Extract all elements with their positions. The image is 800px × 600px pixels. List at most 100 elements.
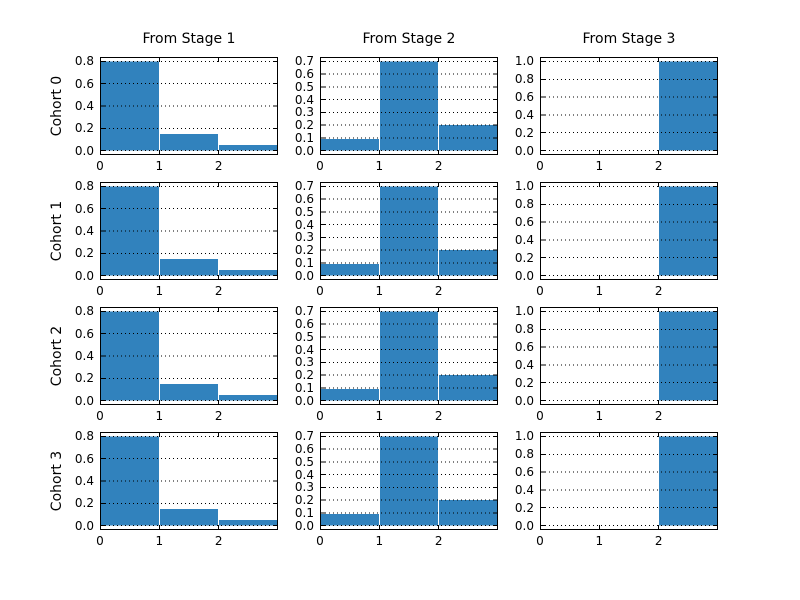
y-tick-label: 1.0 [514,179,534,194]
y-tick-label: 0.4 [74,474,94,488]
x-tick-label: 0 [536,284,544,298]
y-tick-label: 0.6 [514,340,534,355]
x-tick-label: 0 [96,534,104,548]
y-tick-label: 0.0 [74,143,94,158]
histogram-bar [439,125,498,151]
y-tick-label: 0.2 [74,246,94,261]
histogram-bar [219,269,278,276]
histogram-bar [379,436,439,526]
x-tick-label: 0 [96,159,104,173]
x-tick-label: 2 [214,534,223,548]
y-tick-label: 0.6 [514,465,534,480]
x-tick-label: 2 [654,534,663,548]
x-tick-label: 1 [375,534,384,548]
y-tick-label: 0.2 [514,500,534,515]
y-tick-label: 0.6 [74,76,94,91]
histogram-bar [159,133,219,151]
histogram-bar [379,311,439,401]
x-tick-label: 1 [155,534,164,548]
histogram-bar [159,258,219,276]
y-tick-label: 0.4 [294,92,314,107]
axes-frame [540,57,718,155]
histogram-bar [159,508,219,526]
axes-cohort-3-from-stage-3 [540,432,718,530]
y-tick-label: 0.7 [294,304,314,319]
axes-cohort-2-from-stage-1 [100,307,278,405]
y-tick-label: 0.1 [294,505,314,520]
histogram-bar [439,500,498,526]
y-tick-label: 0.8 [74,54,94,69]
x-tick-label: 2 [654,284,663,298]
axes-frame [320,432,498,530]
axes-frame [540,432,718,530]
y-tick-label: 0.5 [294,329,314,344]
y-tick-label: 0.0 [294,393,314,408]
x-tick-label: 1 [155,409,164,423]
axes-cohort-3-from-stage-2 [320,432,498,530]
axes-cohort-1-from-stage-2 [320,182,498,280]
column-title: From Stage 3 [582,31,676,47]
y-tick-label: 0.8 [74,304,94,319]
histogram-bar [659,311,718,401]
x-tick-label: 1 [155,159,164,173]
y-tick-label: 0.8 [74,429,94,444]
x-tick-label: 2 [434,534,443,548]
y-tick-label: 0.2 [514,250,534,265]
x-tick-label: 1 [155,284,164,298]
y-tick-label: 0.2 [74,496,94,511]
axes-frame [100,57,278,155]
axes-cohort-2-from-stage-3 [540,307,718,405]
y-tick-label: 0.2 [514,125,534,140]
y-tick-label: 0.4 [74,99,94,113]
axes-cohort-0-from-stage-2 [320,57,498,155]
y-tick-label: 0.2 [74,121,94,136]
y-tick-label: 0.0 [74,518,94,533]
x-tick-label: 1 [595,534,604,548]
y-tick-label: 0.0 [514,393,534,408]
y-tick-label: 0.6 [74,326,94,341]
axes-frame [100,432,278,530]
y-tick-label: 0.7 [294,54,314,69]
y-tick-label: 0.3 [294,230,314,245]
y-tick-label: 0.8 [514,322,534,337]
x-tick-label: 0 [536,409,544,423]
x-tick-label: 1 [375,159,384,173]
x-tick-label: 0 [316,534,324,548]
y-tick-label: 0.0 [514,143,534,158]
axes-cohort-0-from-stage-1 [100,57,278,155]
y-tick-label: 1.0 [514,304,534,319]
axes-frame [320,307,498,405]
column-title: From Stage 1 [142,31,236,47]
histogram-bar [659,436,718,526]
axes-frame [320,57,498,155]
histogram-bar [659,61,718,151]
y-tick-label: 0.0 [514,518,534,533]
axes-cohort-1-from-stage-1 [100,182,278,280]
x-tick-label: 2 [214,409,223,423]
y-tick-label: 0.5 [294,79,314,94]
x-tick-label: 1 [595,284,604,298]
x-tick-label: 2 [214,159,223,173]
x-tick-label: 0 [536,534,544,548]
x-tick-label: 2 [654,409,663,423]
y-tick-label: 0.4 [74,349,94,363]
y-tick-label: 0.2 [514,375,534,390]
x-tick-label: 2 [434,409,443,423]
x-tick-label: 0 [316,284,324,298]
y-tick-label: 0.4 [294,467,314,482]
y-tick-label: 1.0 [514,429,534,444]
histogram-bar [320,389,379,401]
y-tick-label: 0.0 [294,268,314,283]
y-tick-label: 0.7 [294,429,314,444]
y-tick-label: 0.0 [294,518,314,533]
x-tick-label: 2 [214,284,223,298]
x-tick-label: 1 [595,159,604,173]
x-tick-label: 1 [375,409,384,423]
x-tick-label: 2 [434,284,443,298]
histogram-bar [439,250,498,276]
y-tick-label: 0.2 [294,368,314,383]
y-tick-label: 0.6 [294,317,314,332]
y-tick-label: 0.5 [294,454,314,469]
x-tick-label: 2 [654,159,663,173]
histogram-bar [219,394,278,401]
